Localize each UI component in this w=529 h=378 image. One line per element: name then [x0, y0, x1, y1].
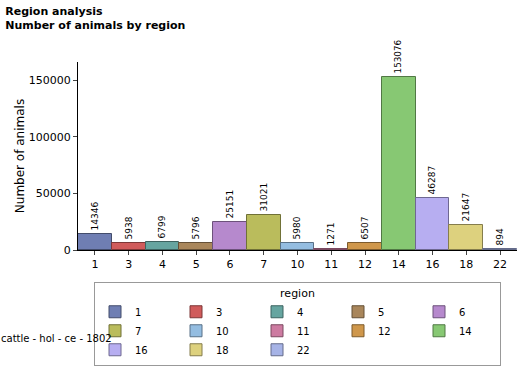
svg-text:6: 6 — [459, 307, 465, 318]
svg-text:894: 894 — [495, 228, 505, 245]
svg-text:6507: 6507 — [360, 217, 370, 240]
svg-text:14346: 14346 — [90, 202, 100, 231]
svg-text:7: 7 — [260, 258, 267, 271]
svg-text:cattle - hol - ce - 1802: cattle - hol - ce - 1802 — [1, 333, 112, 344]
svg-text:14: 14 — [459, 326, 472, 337]
svg-text:10: 10 — [291, 258, 305, 271]
svg-text:1: 1 — [135, 307, 141, 318]
svg-text:Number of animals: Number of animals — [13, 99, 27, 213]
svg-text:21647: 21647 — [461, 193, 471, 222]
svg-text:5938: 5938 — [124, 216, 134, 239]
svg-text:100000: 100000 — [29, 131, 71, 144]
svg-text:50000: 50000 — [36, 187, 71, 200]
svg-text:11: 11 — [297, 326, 310, 337]
svg-text:11: 11 — [324, 258, 338, 271]
svg-text:4: 4 — [159, 258, 166, 271]
svg-text:5980: 5980 — [292, 216, 302, 239]
svg-text:4: 4 — [297, 307, 303, 318]
svg-text:25151: 25151 — [225, 190, 235, 219]
svg-text:16: 16 — [135, 345, 148, 356]
svg-text:16: 16 — [426, 258, 440, 271]
svg-text:18: 18 — [459, 258, 473, 271]
svg-text:22: 22 — [297, 345, 310, 356]
svg-text:6799: 6799 — [157, 215, 167, 238]
svg-text:12: 12 — [378, 326, 391, 337]
svg-text:region: region — [280, 287, 315, 300]
svg-text:22: 22 — [493, 258, 507, 271]
svg-text:3: 3 — [125, 258, 132, 271]
svg-text:18: 18 — [216, 345, 229, 356]
svg-text:Region analysisNumber of anima: Region analysisNumber of animals by regi… — [5, 5, 185, 32]
svg-text:150000: 150000 — [29, 74, 71, 87]
svg-text:1271: 1271 — [326, 223, 336, 246]
svg-text:1: 1 — [91, 258, 98, 271]
svg-text:153076: 153076 — [393, 39, 403, 73]
svg-text:14: 14 — [392, 258, 406, 271]
svg-text:3: 3 — [216, 307, 222, 318]
svg-text:0: 0 — [64, 244, 71, 257]
svg-text:46287: 46287 — [427, 166, 437, 195]
svg-text:5: 5 — [378, 307, 384, 318]
svg-text:12: 12 — [358, 258, 372, 271]
svg-text:5796: 5796 — [191, 216, 201, 239]
svg-text:5: 5 — [193, 258, 200, 271]
svg-text:31021: 31021 — [259, 183, 269, 212]
svg-text:7: 7 — [135, 326, 141, 337]
svg-text:6: 6 — [226, 258, 233, 271]
svg-text:10: 10 — [216, 326, 229, 337]
